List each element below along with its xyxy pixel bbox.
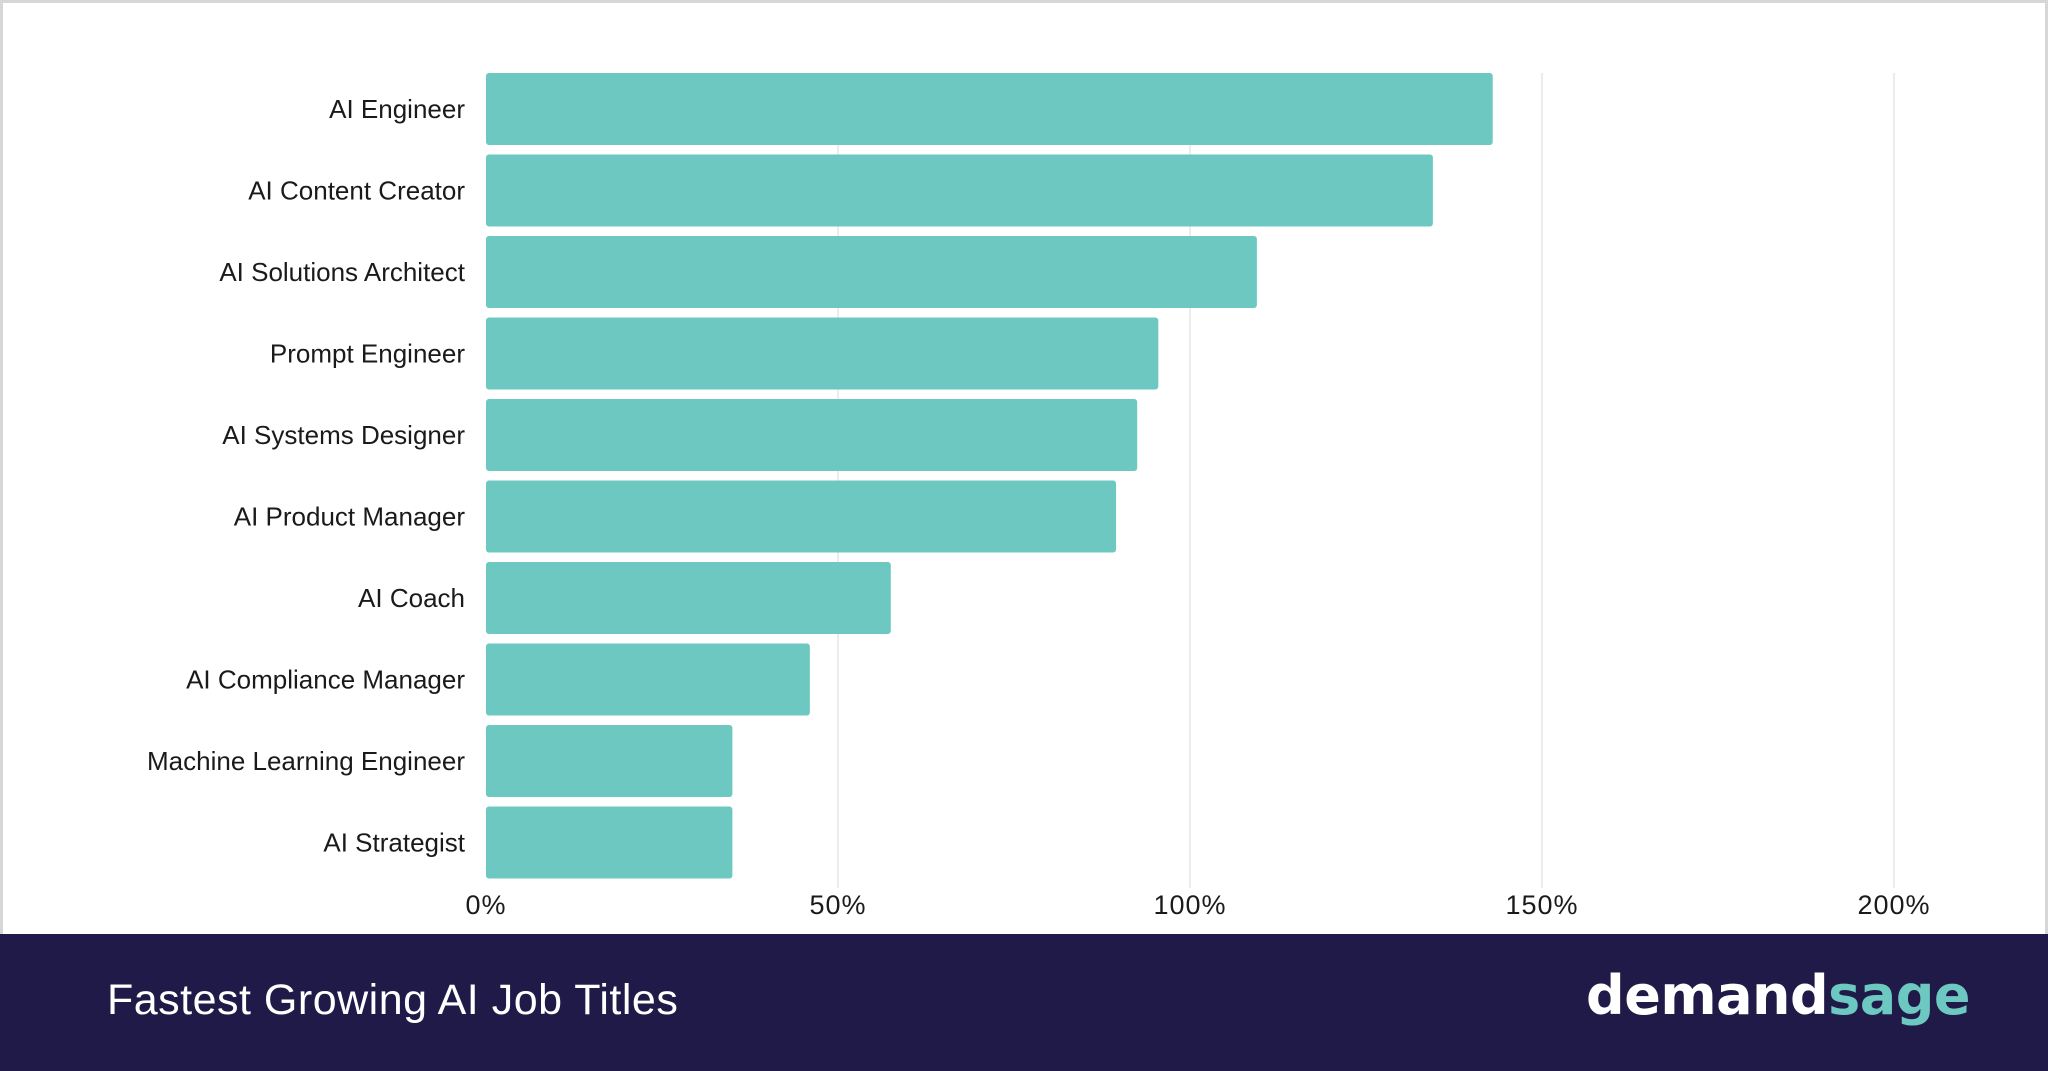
bar	[486, 73, 1493, 145]
x-tick-label: 0%	[465, 890, 506, 920]
category-label: Machine Learning Engineer	[147, 746, 465, 776]
category-label: AI Strategist	[323, 828, 465, 858]
bar	[486, 480, 1117, 553]
footer-banner: Fastest Growing AI Job Titles demandsage	[0, 934, 2048, 1071]
chart-panel: AI Engineer AI Content Creator AI Solution…	[0, 0, 2048, 934]
bar-chart: AI Engineer AI Content Creator AI Solution…	[147, 73, 1930, 920]
category-label: AI Engineer	[329, 94, 465, 124]
category-label: AI Systems Designer	[222, 420, 465, 450]
bar	[486, 317, 1159, 390]
category-label: AI Product Manager	[234, 502, 466, 532]
bar	[486, 236, 1257, 308]
bar	[486, 399, 1138, 471]
brand-logo-demand: demand	[1586, 964, 1829, 1027]
x-tick-label: 100%	[1153, 890, 1226, 920]
category-label: AI Solutions Architect	[219, 257, 465, 287]
brand-logo: demandsage	[1586, 964, 1970, 1027]
category-label: Prompt Engineer	[270, 339, 465, 369]
bar	[486, 562, 891, 634]
bar	[486, 154, 1433, 227]
bar	[486, 725, 733, 797]
x-axis-tick-labels: 0% 50% 100% 150% 200%	[465, 890, 1930, 920]
bar	[486, 643, 810, 716]
x-tick-label: 200%	[1857, 890, 1930, 920]
category-label: AI Coach	[358, 583, 465, 613]
x-tick-label: 150%	[1505, 890, 1578, 920]
brand-logo-sage: sage	[1828, 964, 1970, 1027]
category-label: AI Content Creator	[248, 176, 465, 206]
chart-title: Fastest Growing AI Job Titles	[107, 976, 679, 1024]
category-labels: AI Engineer AI Content Creator AI Solution…	[147, 94, 466, 858]
x-tick-label: 50%	[809, 890, 866, 920]
bar	[486, 806, 733, 879]
bars	[486, 73, 1493, 879]
category-label: AI Compliance Manager	[186, 665, 465, 695]
